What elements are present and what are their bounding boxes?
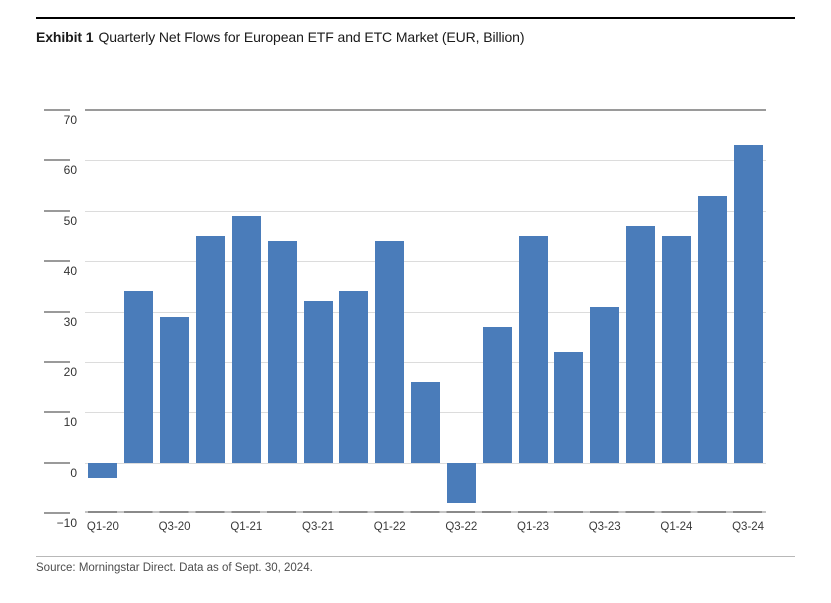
bar-Q3-24 [733, 145, 763, 463]
y-axis-tick [44, 461, 70, 464]
y-axis-tick-label: 30 [63, 314, 77, 329]
bar-Q1-24 [661, 235, 691, 463]
x-axis-tick-label: Q1-23 [517, 521, 549, 533]
x-axis-tick-label: Q1-24 [660, 521, 693, 533]
bar-Q2-20 [124, 291, 154, 463]
x-axis-tick-label: Q3-22 [445, 521, 478, 533]
bar-Q1-20 [88, 462, 118, 478]
bar-Q3-21 [303, 301, 333, 463]
title-text: Quarterly Net Flows for European ETF and… [98, 29, 525, 45]
bar-Q1-23 [518, 235, 548, 463]
top-rule [36, 17, 795, 19]
bar-Q1-21 [231, 215, 261, 463]
y-axis-tick-label: −10 [56, 516, 77, 530]
bar-Q3-20 [160, 316, 190, 463]
source-note: Source: Morningstar Direct. Data as of S… [36, 562, 313, 574]
x-axis-tick-label: Q1-20 [86, 521, 119, 533]
x-axis-tick-label: Q3-21 [302, 521, 334, 533]
bar-Q2-21 [267, 241, 297, 463]
bar-Q1-22 [375, 241, 405, 463]
gridline [85, 210, 766, 212]
y-axis-tick-label: 50 [63, 213, 77, 228]
x-axis-tick-label: Q3-20 [158, 521, 191, 533]
y-axis-tick-label: 60 [63, 163, 77, 178]
y-axis-tick-label: 70 [63, 113, 77, 127]
exhibit-title: Exhibit 1 Quarterly Net Flows for Europea… [36, 29, 806, 45]
bar-Q4-23 [626, 225, 656, 463]
x-axis-tick-label: Q3-23 [588, 521, 621, 533]
footer-rule [36, 556, 795, 557]
x-axis-tick-label: Q1-21 [230, 521, 263, 533]
bar-Q2-24 [697, 195, 727, 463]
y-axis-tick [44, 360, 70, 363]
x-axis-tick-label: Q1-22 [373, 521, 406, 533]
gridline [85, 261, 766, 263]
bar-Q3-22 [446, 462, 476, 503]
y-axis-tick [44, 310, 70, 313]
y-axis-tick-label: 40 [63, 264, 77, 279]
y-axis-tick-label: 20 [63, 364, 77, 379]
bar-Q2-23 [554, 351, 584, 463]
bar-Q2-22 [411, 382, 440, 463]
bar-Q4-20 [195, 235, 225, 463]
plot-top-border [85, 109, 766, 111]
y-axis-tick-label: 10 [63, 415, 77, 430]
y-axis-tick [44, 109, 70, 111]
bar-Q4-22 [482, 326, 512, 463]
bar-Q4-21 [339, 291, 369, 463]
y-axis-tick [44, 159, 70, 162]
gridline [85, 160, 766, 162]
x-axis-tick-label: Q3-24 [732, 521, 765, 533]
y-axis-tick [44, 260, 70, 263]
gridline [85, 462, 766, 464]
y-axis-tick [44, 512, 70, 514]
y-axis-tick [44, 411, 70, 414]
y-axis-tick-label: 0 [70, 465, 77, 480]
x-axis-line [85, 511, 766, 513]
gridline [85, 361, 766, 363]
y-axis-tick [44, 209, 70, 212]
exhibit-label: Exhibit 1 [36, 29, 94, 45]
gridline [85, 311, 766, 313]
bar-Q3-23 [590, 306, 620, 463]
